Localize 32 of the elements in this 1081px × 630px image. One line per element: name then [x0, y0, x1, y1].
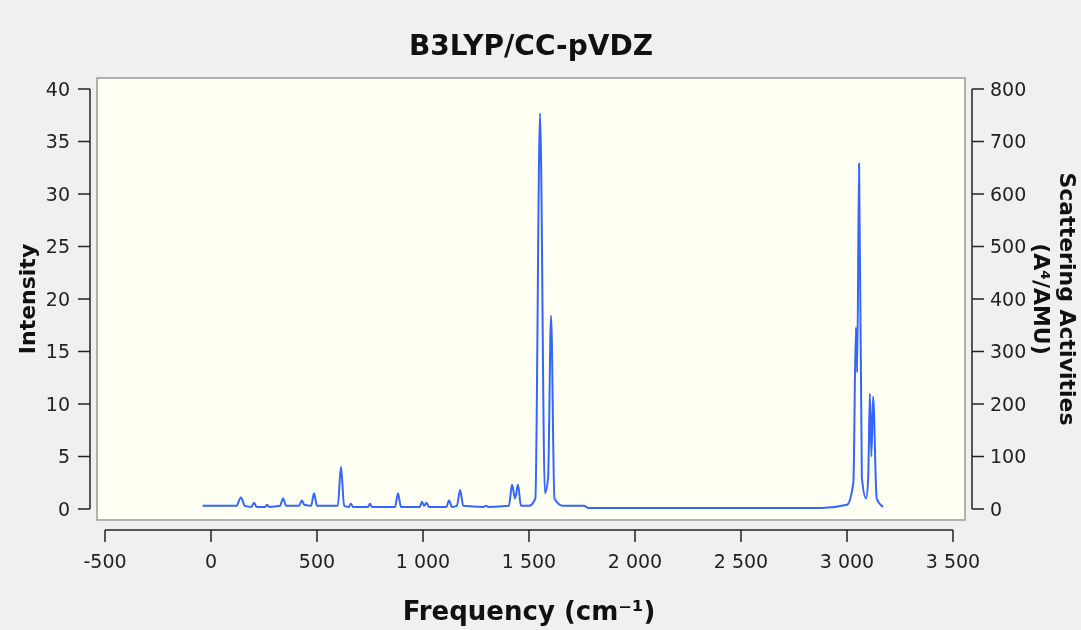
x-tick-label: 2 000: [607, 550, 663, 572]
y2-tick-label: 500: [990, 235, 1027, 258]
y2-tick-label: 100: [990, 445, 1027, 468]
y2-tick-label: 300: [990, 340, 1027, 363]
y2-tick-label: 200: [990, 392, 1027, 415]
chart-title: B3LYP/CC-pVDZ: [409, 29, 653, 62]
y-axis-title: Intensity: [15, 243, 40, 355]
x-tick-label: 1 000: [395, 550, 451, 572]
x-tick-label: 3 500: [925, 550, 981, 572]
y-tick-label: 10: [45, 392, 70, 415]
x-tick-label: 500: [298, 550, 336, 572]
y-tick-label: 5: [57, 445, 70, 468]
y2-tick-label: 400: [990, 287, 1027, 310]
y-tick-label: 35: [45, 130, 70, 153]
line-series: [201, 112, 885, 509]
x-axis-title: Frequency (cm⁻¹): [402, 596, 656, 626]
y-tick-label: 30: [45, 182, 70, 205]
y2-tick-label: 700: [990, 130, 1027, 153]
x-tick-label: -500: [83, 550, 127, 572]
y2-tick-label: 600: [990, 182, 1027, 205]
x-tick-label: 0: [204, 550, 218, 572]
y2-tick-label: 0: [990, 497, 1003, 520]
x-tick-label: 1 500: [501, 550, 557, 572]
x-tick-label: 3 000: [819, 550, 875, 572]
y-tick-label: 15: [45, 340, 70, 363]
x-tick-label: 2 500: [713, 550, 769, 572]
y2-tick-label: 800: [990, 77, 1027, 100]
y-tick-label: 25: [45, 235, 70, 258]
y2-axis-title: Scattering Activities (A⁴/AMU): [1029, 172, 1080, 426]
y-tick-label: 40: [45, 77, 70, 100]
y-tick-label: 0: [57, 497, 70, 520]
y-tick-label: 20: [45, 287, 70, 310]
